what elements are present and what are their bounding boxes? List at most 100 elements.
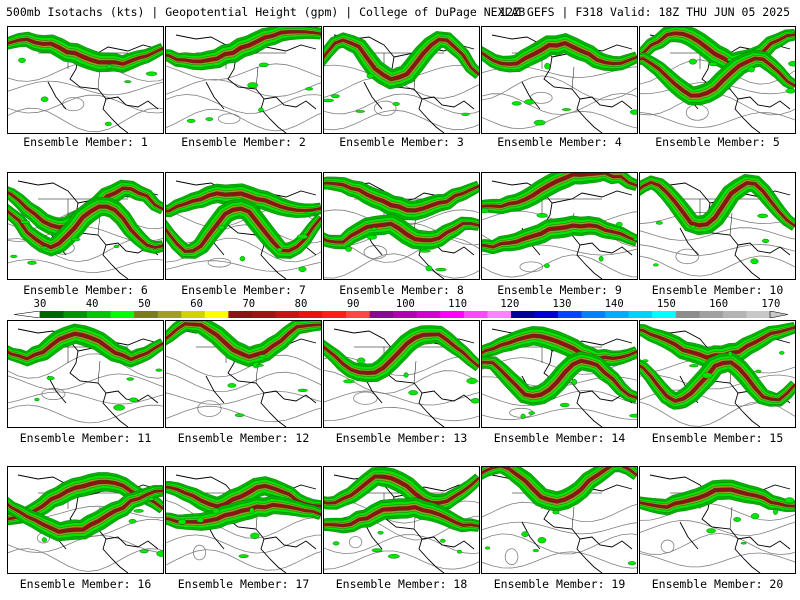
isotach-colorbar: 30 40 50 60 70 80 90 100 110 120 130 140 150 160 170 [14, 298, 788, 320]
isotach-band [689, 225, 696, 229]
height-contour [166, 78, 321, 98]
height-contour [482, 390, 637, 407]
isotach-band [727, 57, 733, 62]
isotach-band [371, 548, 383, 553]
isotach-band [387, 554, 400, 559]
map-plot [324, 325, 479, 427]
isotach-band [276, 247, 283, 253]
isotach-band [561, 108, 572, 111]
isotach-band [297, 388, 308, 392]
isotach-band [629, 413, 637, 418]
ensemble-member-map [7, 466, 164, 574]
colorbar-arrow-left [14, 311, 41, 318]
height-contour [8, 373, 163, 391]
isotach-band [425, 265, 433, 272]
height-contour [324, 390, 479, 406]
isotach-band [345, 246, 352, 252]
height-contour [482, 551, 637, 569]
isotach-band [145, 71, 158, 76]
colorbar-swatch [487, 311, 512, 318]
isotach-band [18, 57, 26, 63]
isotach-band [8, 488, 163, 536]
isotach-band [34, 397, 40, 402]
isotach-band [747, 66, 755, 73]
isotach-band [537, 537, 547, 544]
isotach-band [8, 489, 163, 534]
isotach-band [305, 87, 314, 91]
isotach-band [8, 204, 163, 250]
isotach-band [305, 211, 316, 214]
height-contour [41, 388, 66, 400]
isotach-band [727, 351, 733, 357]
isotach-band [640, 176, 795, 233]
isotach-band [238, 554, 249, 559]
colorbar-tick-label: 120 [500, 298, 520, 310]
height-contour [482, 407, 637, 421]
isotach-band [633, 237, 637, 241]
isotach-band [8, 331, 163, 362]
height-contour [218, 113, 241, 125]
isotach-band [761, 238, 770, 243]
isotach-band [689, 364, 699, 368]
header-run-info: 12Z GEFS | F318 Valid: 18Z THU JUN 05 20… [499, 5, 790, 19]
isotach-band [528, 411, 535, 415]
isotach-band [559, 402, 570, 408]
height-contour [166, 260, 321, 272]
isotach-band [552, 510, 560, 515]
height-contour [640, 552, 795, 568]
isotach-band [653, 263, 659, 267]
isotach-band [324, 332, 479, 375]
ensemble-member-label: Ensemble Member: 4 [497, 135, 622, 149]
isotach-band [740, 541, 747, 545]
map-plot [482, 467, 637, 573]
isotach-band [708, 61, 718, 67]
colorbar-swatch [393, 311, 418, 318]
map-plot [482, 326, 637, 427]
isotach-band [324, 474, 479, 505]
isotach-band [521, 531, 529, 537]
isotach-band [482, 40, 637, 66]
isotach-band [296, 234, 308, 240]
isotach-band [688, 58, 697, 65]
isotach-band [155, 368, 163, 372]
isotach-band [113, 404, 125, 411]
ensemble-member-map [639, 466, 796, 574]
header-title: 500mb Isotachs (kts) | Geopotential Heig… [6, 5, 526, 19]
height-contour [324, 550, 479, 570]
isotach-band [324, 330, 479, 377]
isotach-band [544, 62, 551, 70]
ensemble-member-map [323, 172, 480, 280]
colorbar-swatch [251, 311, 276, 318]
isotach-band [520, 413, 526, 419]
colorbar-tick-label: 40 [85, 298, 99, 310]
map-plot [640, 322, 795, 427]
isotach-band [640, 360, 795, 403]
isotach-band [250, 532, 260, 539]
isotach-band [482, 207, 490, 214]
isotach-band [217, 225, 225, 230]
map-plot [324, 467, 479, 573]
ensemble-member-label: Ensemble Member: 12 [177, 431, 310, 445]
isotach-band [392, 102, 400, 106]
height-contour [8, 548, 163, 572]
isotach-band [750, 513, 760, 520]
map-plot [166, 27, 321, 133]
height-contour [675, 248, 700, 265]
colorbar-swatch [134, 311, 159, 318]
isotach-band [356, 357, 366, 364]
isotach-band [258, 62, 269, 68]
coastline [649, 474, 791, 573]
isotach-band [106, 64, 113, 69]
isotach-band [166, 30, 321, 64]
isotach-band [784, 497, 795, 504]
map-plot [8, 31, 163, 133]
coastline [333, 328, 475, 427]
isotach-band [642, 359, 649, 363]
height-contour [324, 93, 479, 115]
isotach-band [227, 383, 237, 388]
isotach-band [324, 37, 479, 82]
height-contour [166, 549, 321, 571]
map-plot [640, 173, 795, 279]
isotach-band [113, 244, 120, 249]
isotach-band [148, 497, 155, 501]
